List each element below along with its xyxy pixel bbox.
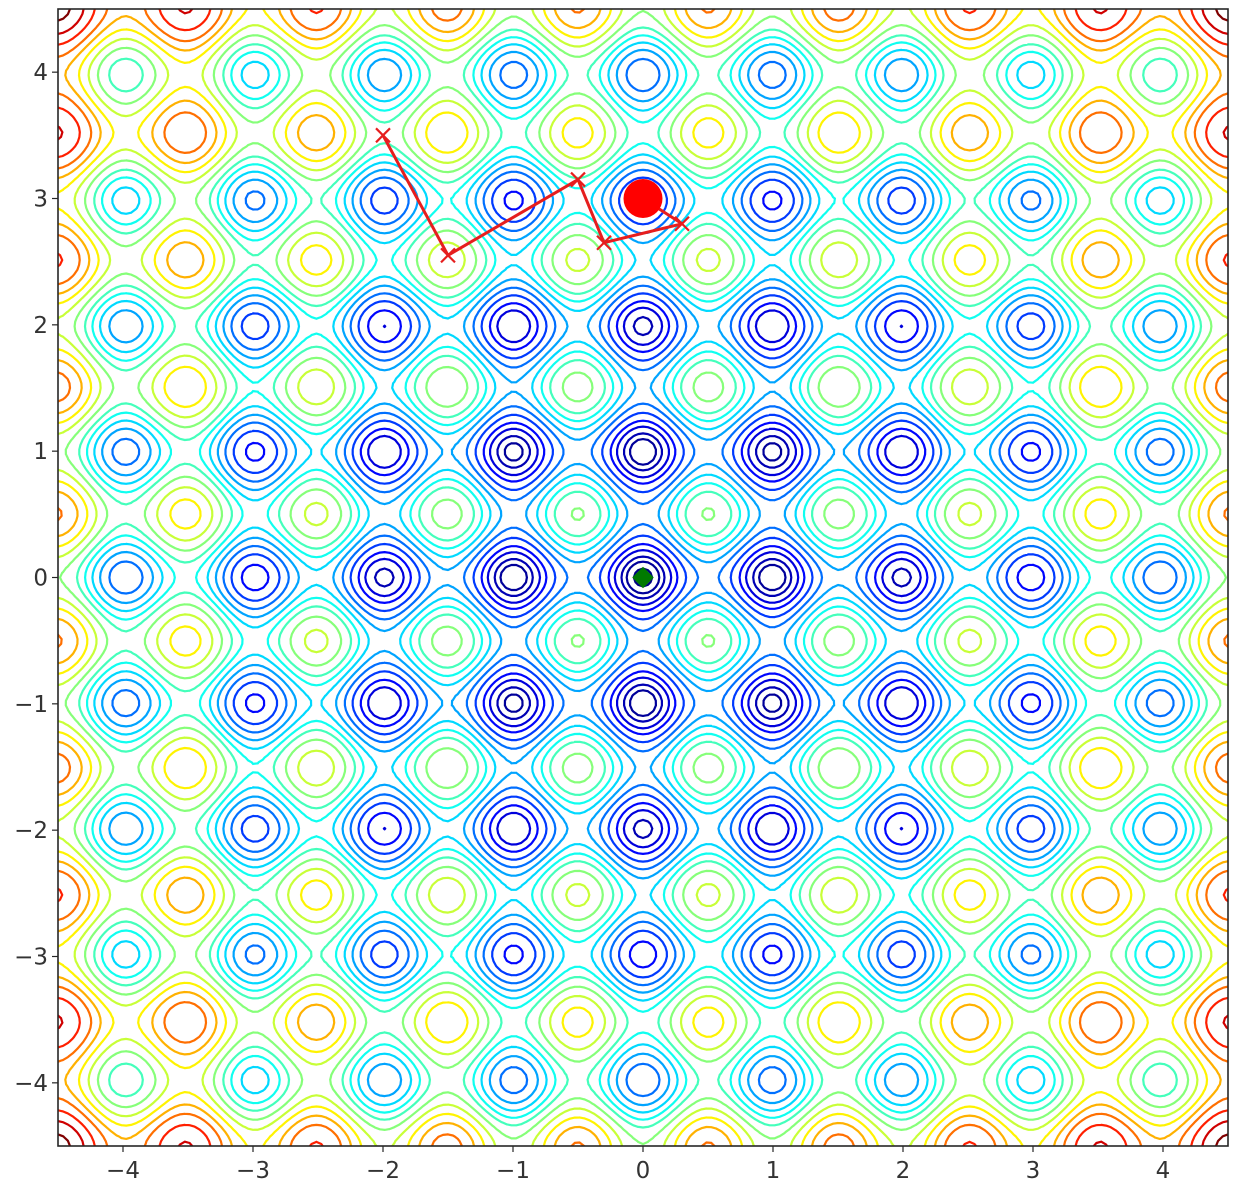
y-tick-label: −2 xyxy=(14,818,48,844)
contour-level-66 xyxy=(58,9,1228,1146)
y-axis: −4 −3 −2 −1 0 1 2 3 4 xyxy=(14,60,58,1097)
path-point-marker-3 xyxy=(596,234,612,251)
contour-level-15 xyxy=(230,176,1056,979)
y-tick-label: −3 xyxy=(14,945,48,971)
x-axis: −4 −3 −2 −1 0 1 2 3 4 xyxy=(106,1146,1170,1184)
contour-level-55 xyxy=(58,9,1228,1146)
search-path-line xyxy=(381,134,684,257)
x-tick-label: −1 xyxy=(496,1158,530,1184)
contour-level-8 xyxy=(364,306,922,849)
x-tick-label: 3 xyxy=(1026,1158,1041,1184)
contour-level-35 xyxy=(75,26,1211,1129)
contour-level-3 xyxy=(499,438,787,717)
path-overlay xyxy=(375,127,690,589)
contour-lines xyxy=(58,9,1228,1146)
path-point-marker-0 xyxy=(375,127,391,144)
path-point-marker-2 xyxy=(570,171,586,188)
y-tick-label: −4 xyxy=(14,1071,48,1097)
x-tick-label: −3 xyxy=(236,1158,270,1184)
contour-level-31 xyxy=(84,34,1202,1121)
y-tick-label: 1 xyxy=(33,439,48,465)
x-tick-label: −2 xyxy=(366,1158,400,1184)
contour-level-60 xyxy=(58,9,1228,1146)
x-tick-label: 0 xyxy=(636,1158,651,1184)
contour-level-11 xyxy=(240,186,1046,969)
path-point-marker-4 xyxy=(674,215,690,232)
contour-level-50 xyxy=(58,9,1228,1146)
contour-level-5 xyxy=(373,315,913,840)
contour-level-19 xyxy=(108,57,1178,1098)
contour-level-78 xyxy=(58,9,1228,1146)
x-tick-label: 2 xyxy=(896,1158,911,1184)
x-tick-label: 4 xyxy=(1156,1158,1171,1184)
contour-level-45 xyxy=(58,9,1228,1146)
y-tick-label: 3 xyxy=(33,187,48,213)
contour-level-27 xyxy=(91,41,1195,1114)
y-tick-label: 0 xyxy=(33,566,48,592)
path-point-marker-1 xyxy=(440,247,456,264)
convergence-cluster xyxy=(623,179,663,218)
y-tick-label: 2 xyxy=(33,313,48,339)
contour-level-23 xyxy=(99,48,1187,1107)
contour-level-40 xyxy=(58,9,1228,1146)
y-tick-label: −1 xyxy=(14,692,48,718)
global-minimum-marker xyxy=(632,566,654,589)
x-tick-label: 1 xyxy=(766,1158,781,1184)
x-tick-label: −4 xyxy=(106,1158,140,1184)
y-tick-label: 4 xyxy=(33,60,48,86)
